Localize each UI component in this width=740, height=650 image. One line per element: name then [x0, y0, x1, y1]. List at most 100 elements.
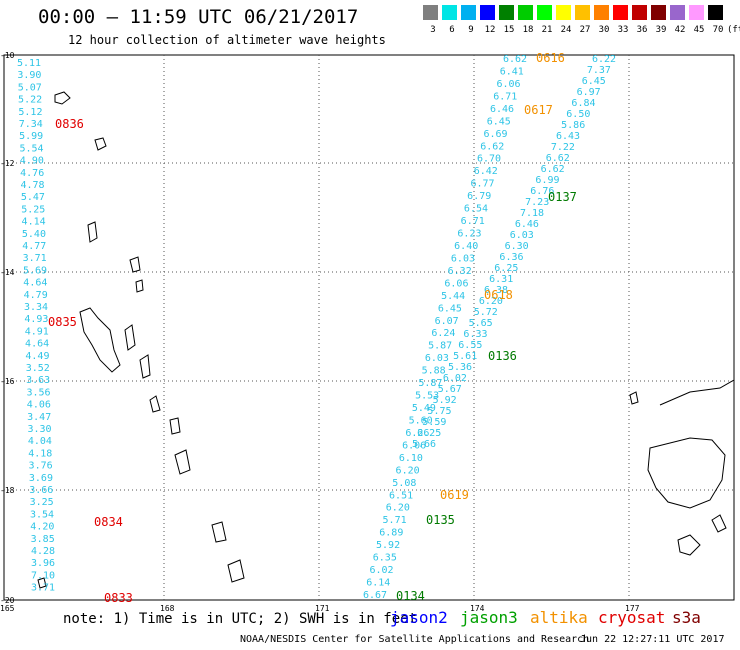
pass-time-label: 0836 — [55, 117, 84, 131]
swh-value: 5.44 — [441, 291, 465, 302]
swh-value: 6.77 — [470, 179, 494, 190]
swh-value: 6.23 — [457, 229, 481, 240]
color-swatch — [461, 5, 476, 20]
color-swatch — [708, 5, 723, 20]
lon-tick-label: 171 — [315, 604, 330, 613]
color-scale-label: 9 — [468, 25, 474, 35]
swh-value: 6.79 — [467, 191, 491, 202]
swh-value: 5.11 — [17, 58, 41, 69]
pass-time-label: 0835 — [48, 315, 77, 329]
coastlines — [37, 91, 735, 589]
swh-value: 3.25 — [30, 497, 54, 508]
swh-value: 4.18 — [28, 448, 52, 459]
satellite-legend-jason3: jason3 — [460, 608, 518, 627]
swh-value: 6.45 — [582, 76, 606, 87]
color-scale-label: 39 — [655, 25, 667, 35]
swh-value: 6.31 — [489, 274, 513, 285]
color-swatch — [518, 5, 533, 20]
page-title: 00:00 – 11:59 UTC 06/21/2017 — [38, 6, 359, 28]
swh-value: 3.96 — [31, 558, 55, 569]
pass-time-label: 0619 — [440, 488, 469, 502]
swh-value: 5.87 — [418, 378, 442, 389]
swh-value: 6.25 — [417, 428, 441, 439]
swh-value: 6.62 — [541, 164, 565, 175]
swh-value: 4.64 — [23, 278, 47, 289]
swh-value: 6.20 — [396, 465, 420, 476]
swh-value: 6.55 — [458, 340, 482, 351]
swh-value: 5.59 — [422, 417, 446, 428]
swh-value: 7.10 — [31, 570, 55, 581]
swh-value: 4.06 — [27, 400, 51, 411]
lat-tick-label: -20 — [0, 596, 15, 605]
credit-line: NOAA/NESDIS Center for Satellite Applica… — [240, 634, 590, 645]
color-swatch — [613, 5, 628, 20]
swh-value: 6.33 — [463, 329, 487, 340]
lat-tick-label: -14 — [0, 268, 15, 277]
time-labels: 0836 0835 0834 0833 0616 0617 0618 0619 0137 0136… — [48, 51, 577, 605]
swh-value: 6.62 — [546, 153, 570, 164]
swh-value: 7.37 — [587, 65, 611, 76]
swh-value: 6.84 — [571, 98, 595, 109]
swh-value: 7.22 — [551, 142, 575, 153]
swh-value: 5.92 — [433, 395, 457, 406]
swh-value: 4.76 — [20, 168, 44, 179]
color-scale-label: 70 — [712, 25, 724, 35]
swh-value: 3.71 — [23, 253, 47, 264]
color-swatch — [632, 5, 647, 20]
pass-time-label: 0135 — [426, 513, 455, 527]
swh-value: 5.49 — [412, 403, 436, 414]
swh-value: 3.30 — [28, 424, 52, 435]
jason-track-b: 6.227.376.456.976.846.505.866.437.226.62… — [412, 54, 616, 450]
color-swatch — [442, 5, 457, 20]
swh-value: 5.47 — [21, 192, 45, 203]
lon-tick-label: 168 — [160, 604, 175, 613]
swh-value: 4.78 — [21, 180, 45, 191]
swh-value: 6.32 — [448, 266, 472, 277]
swh-value: 5.25 — [21, 204, 45, 215]
color-scale-label: 33 — [617, 25, 629, 35]
swh-value: 4.28 — [31, 546, 55, 557]
pass-time-label: 0616 — [536, 51, 565, 65]
swh-value: 6.14 — [366, 578, 390, 589]
swh-value: 6.06 — [496, 79, 520, 90]
swh-value: 7.23 — [525, 197, 549, 208]
swh-value: 6.46 — [515, 219, 539, 230]
swh-value: 5.99 — [19, 131, 43, 142]
color-scale-label: 24 — [560, 25, 572, 35]
swh-value: 6.67 — [363, 590, 387, 601]
swh-value: 6.35 — [373, 553, 397, 564]
swh-value: 3.76 — [29, 461, 53, 472]
swh-value: 6.02 — [443, 373, 467, 384]
swh-value: 5.88 — [422, 366, 446, 377]
swh-value: 5.61 — [453, 351, 477, 362]
pass-time-label: 0834 — [94, 515, 123, 529]
swh-value: 5.66 — [412, 439, 436, 450]
color-swatch — [689, 5, 704, 20]
swh-value: 6.03 — [451, 253, 475, 264]
swh-value: 6.50 — [566, 109, 590, 120]
swh-value: 5.69 — [23, 265, 47, 276]
swh-value: 6.70 — [477, 154, 501, 165]
lon-tick-label: 174 — [470, 604, 485, 613]
swh-value: 4.20 — [30, 522, 54, 533]
pass-time-label: 0136 — [488, 349, 517, 363]
color-swatch — [537, 5, 552, 20]
swh-value: 6.51 — [389, 490, 413, 501]
page-subtitle: 12 hour collection of altimeter wave hei… — [68, 33, 386, 47]
swh-value: 4.64 — [25, 339, 49, 350]
lat-tick-label: -16 — [0, 377, 15, 386]
swh-value: 6.46 — [490, 104, 514, 115]
swh-value: 6.10 — [399, 453, 423, 464]
color-scale-label: 27 — [579, 25, 591, 35]
swh-value: 6.40 — [454, 241, 478, 252]
swh-value: 6.99 — [535, 175, 559, 186]
swh-value: 6.20 — [386, 503, 410, 514]
swh-value: 4.91 — [25, 326, 49, 337]
swh-value: 6.06 — [402, 440, 426, 451]
color-scale-label: 42 — [674, 25, 686, 35]
swh-value: 4.93 — [24, 314, 48, 325]
swh-value: 5.86 — [561, 120, 585, 131]
axis-ticks: 165 168 171 174 177 -10 -12 -14 -16 -18 -20 — [0, 51, 640, 613]
swh-value: 5.36 — [448, 362, 472, 373]
